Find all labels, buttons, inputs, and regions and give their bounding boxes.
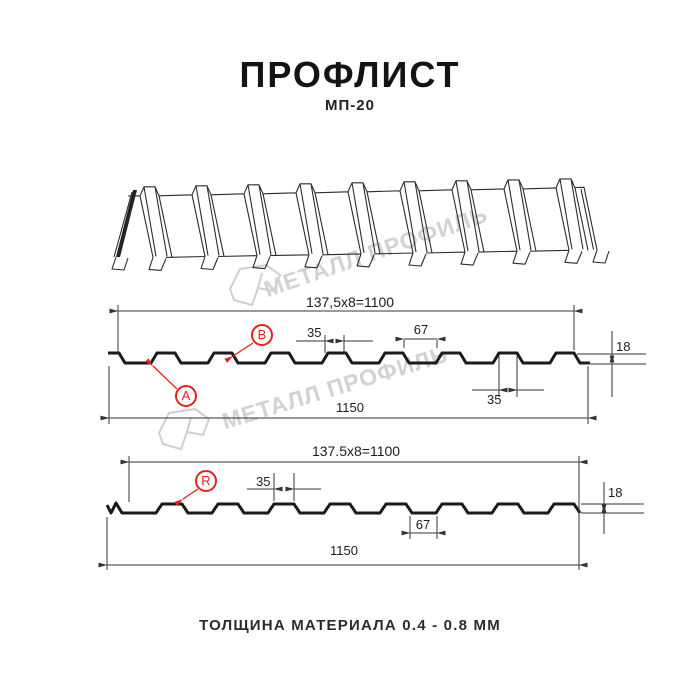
brand-logo-watermark-middle [158, 408, 210, 450]
profile-r-dim-lines [98, 456, 644, 570]
dim-r-valley: 67 [415, 517, 431, 532]
page-title: ПРОФЛИСТ [239, 54, 461, 95]
sheet-3d-edge-fill [116, 190, 137, 257]
dim-a-valley: 67 [413, 322, 429, 337]
side-label-r: R [195, 470, 217, 492]
dim-a-overall-width: 1150 [336, 400, 364, 415]
dim-r-height: 18 [608, 485, 623, 500]
profile-a-outline [108, 351, 590, 365]
side-label-b: B [251, 324, 273, 346]
dim-a-rib-bottom: 35 [487, 392, 502, 407]
brand-watermark-top: МЕТАЛЛ ПРОФИЛЬ [260, 200, 492, 303]
dim-r-overall-width: 1150 [330, 543, 358, 558]
brand-watermark-middle: МЕТАЛЛ ПРОФИЛЬ [218, 340, 451, 435]
profile-section-r [98, 456, 644, 570]
dim-a-height: 18 [616, 339, 631, 354]
dim-r-rib-top: 35 [256, 474, 271, 489]
side-label-a: A [175, 385, 197, 407]
profile-r-outline [105, 501, 582, 515]
dim-a-rib-top: 35 [307, 325, 322, 340]
material-thickness-note: ТОЛЩИНА МАТЕРИАЛА 0.4 - 0.8 ММ [199, 617, 501, 634]
dim-a-pitch: 137,5x8=1100 [305, 294, 395, 310]
product-code: МП-20 [325, 97, 375, 114]
dim-r-pitch: 137.5x8=1100 [311, 443, 401, 459]
profile-a-leader-lines [145, 342, 254, 390]
profile-r-leader-lines [174, 488, 199, 506]
